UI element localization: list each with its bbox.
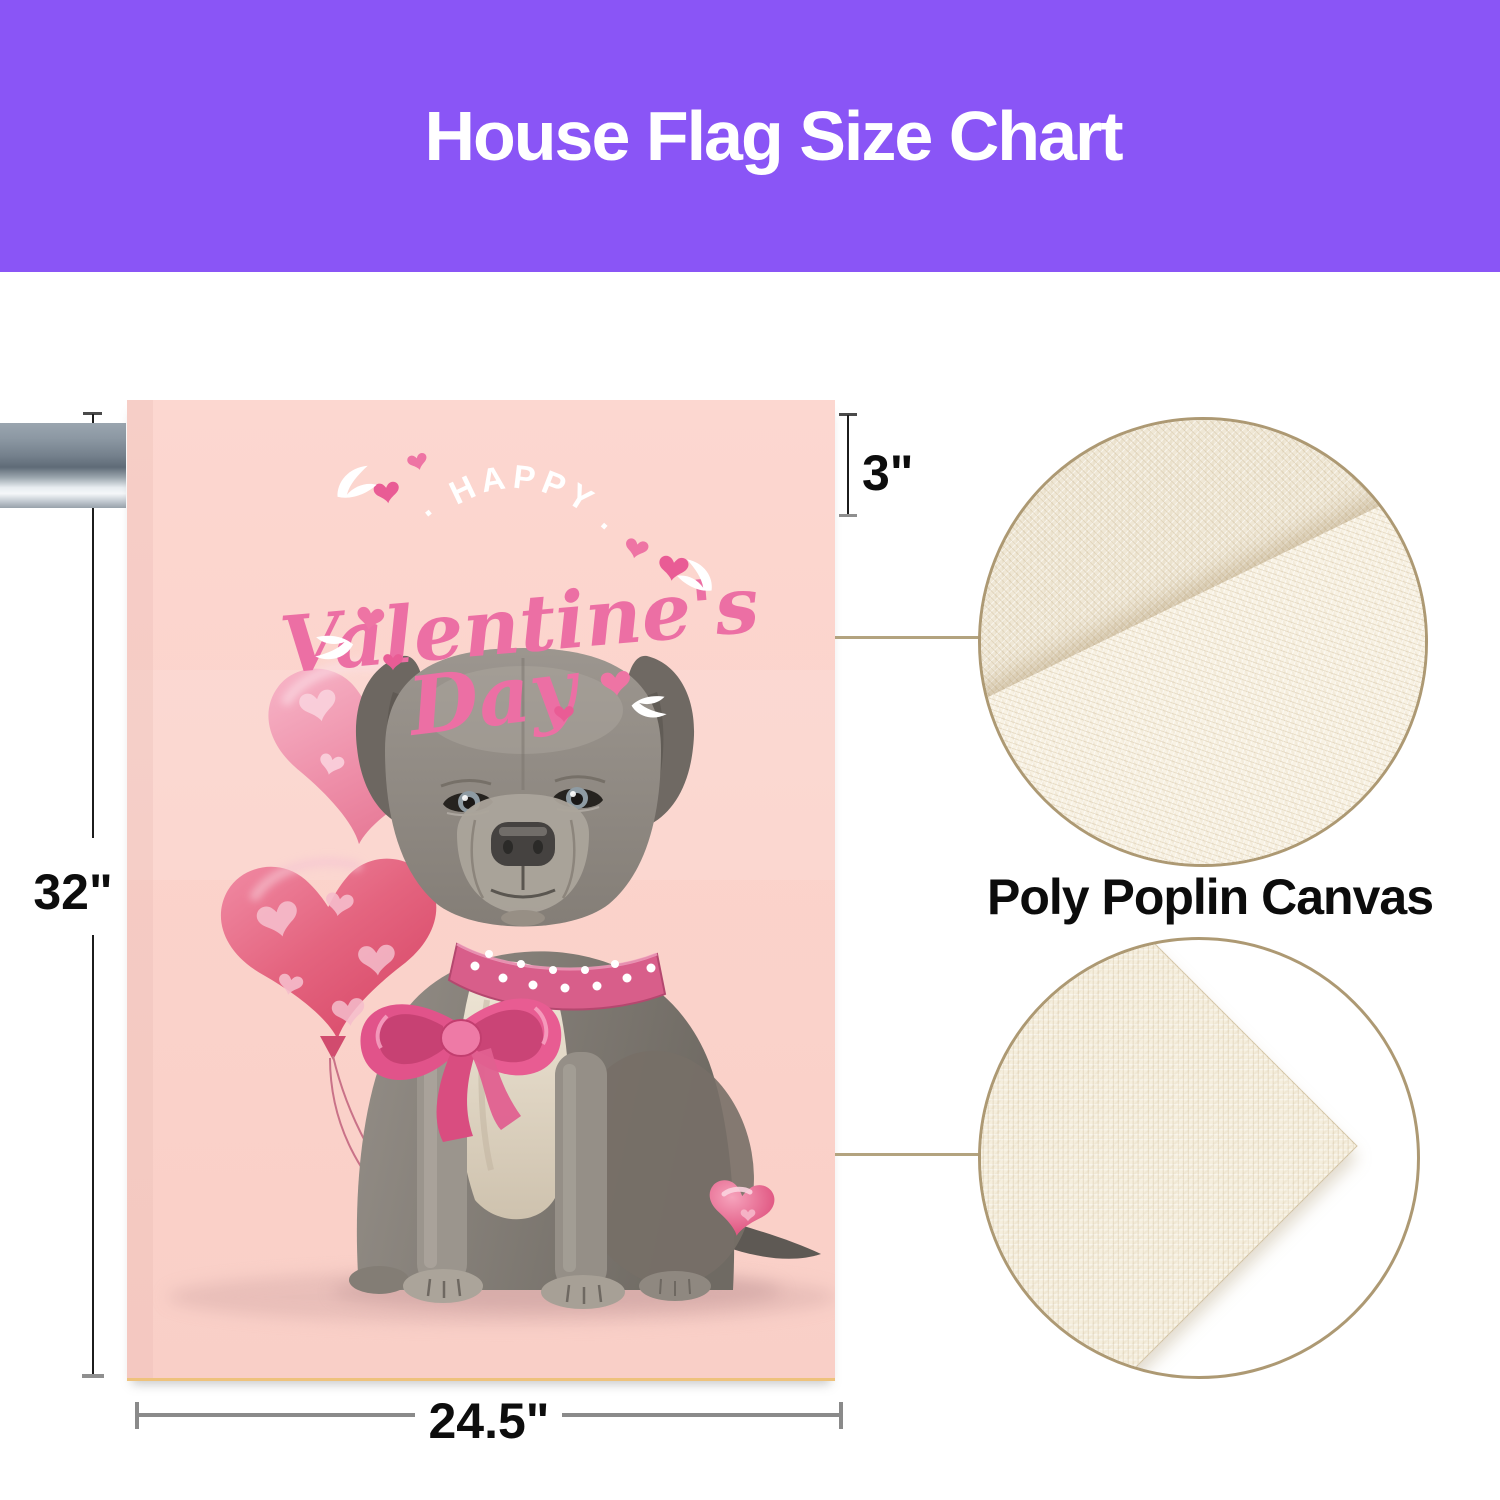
puppy-bow	[360, 998, 562, 1142]
height-dim-top-cap	[83, 412, 102, 415]
puppy-haunch	[572, 1050, 754, 1286]
fabric-corner-swatch	[981, 940, 1358, 1376]
sleeve-dim-top-cap	[839, 413, 857, 416]
fabric-swatch-bottom	[978, 937, 1420, 1379]
puppy-illustration	[349, 648, 821, 1309]
flag-pole	[0, 423, 126, 508]
puppy-mouth	[490, 888, 556, 899]
flag-height-label: 32"	[33, 864, 113, 920]
height-dim-line-lower	[92, 935, 94, 1376]
width-dim-line-left	[139, 1413, 415, 1417]
height-dim-bottom-cap	[82, 1374, 104, 1378]
fabric-swatch-top	[978, 417, 1428, 867]
width-dim-left-cap	[135, 1402, 139, 1429]
day-script: Day	[402, 639, 587, 754]
width-dim-line-right	[562, 1413, 839, 1417]
material-label: Poly Poplin Canvas	[986, 869, 1434, 925]
happy-arc-text: · HAPPY .	[413, 458, 630, 540]
puppy-front-leg-right	[555, 1052, 607, 1292]
flag-width-label: 24.5"	[428, 1393, 550, 1449]
sleeve-dim-bottom-cap	[839, 514, 857, 517]
swatch-connector-bottom	[835, 1153, 980, 1156]
height-dim-line-upper	[92, 414, 94, 838]
sleeve-height-label: 3"	[862, 445, 914, 501]
title-banner: House Flag Size Chart	[0, 0, 1500, 272]
width-dim-right-cap	[839, 1402, 843, 1429]
sleeve-dim-line	[847, 415, 849, 515]
heart-balloon-bottom	[217, 855, 446, 1060]
flag-image: · HAPPY . Valentine's Day	[127, 400, 835, 1381]
swatch-connector-top	[835, 636, 980, 639]
puppy-collar	[447, 942, 667, 1011]
heart-balloon-top	[255, 659, 481, 855]
glossy-heart	[704, 1178, 777, 1241]
page-title: House Flag Size Chart	[424, 97, 1123, 175]
flag-artwork: · HAPPY . Valentine's Day	[127, 400, 835, 1378]
